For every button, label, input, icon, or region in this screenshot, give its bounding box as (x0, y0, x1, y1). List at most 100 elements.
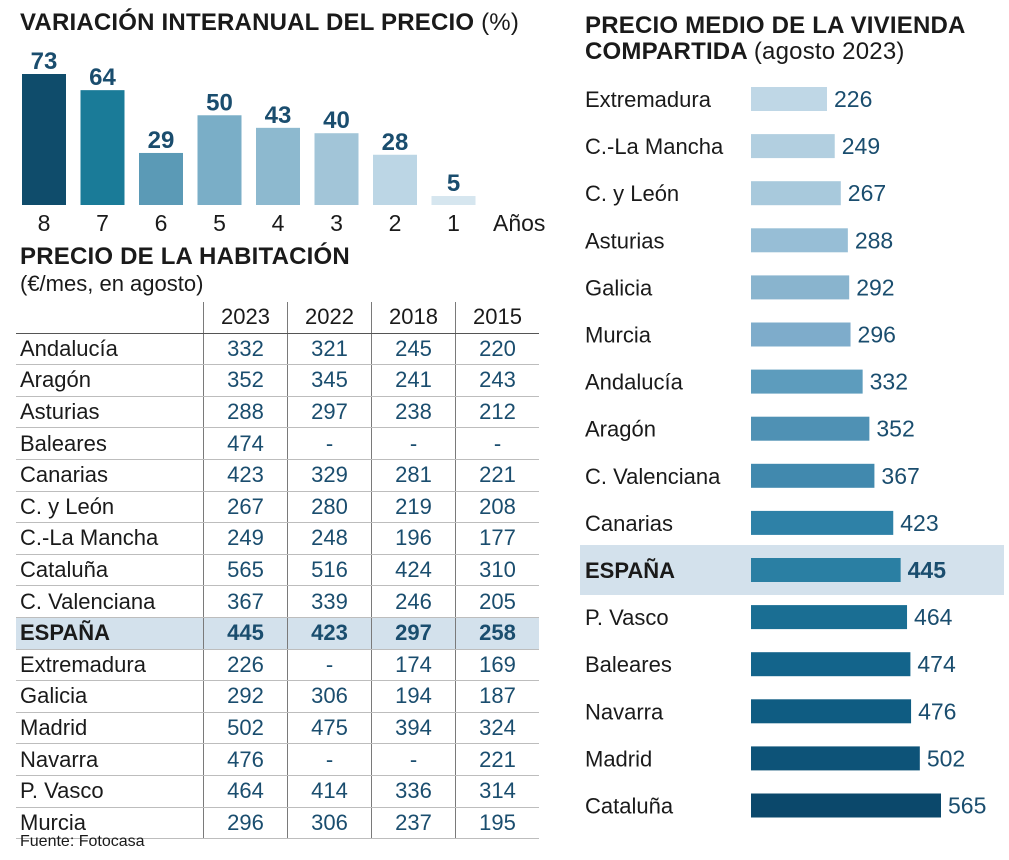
table-cell-value: 221 (455, 459, 539, 492)
table-row-highlight: ESPAÑA 445 423 297 258 (16, 617, 539, 650)
compartida-category-label: C. Valenciana (585, 464, 721, 489)
table-cell-value: 297 (371, 617, 456, 650)
interanual-bar (197, 115, 242, 205)
compartida-value-label: 445 (908, 557, 947, 583)
habitacion-subtitle: (€/mes, en agosto) (20, 271, 204, 296)
table-cell-value: 195 (455, 807, 539, 840)
table-cell-value: 445 (203, 617, 288, 650)
compartida-bar (751, 134, 835, 159)
compartida-value-label: 226 (834, 86, 872, 112)
interanual-title: VARIACIÓN INTERANUAL DEL PRECIO (%) (20, 10, 519, 36)
table-cell-value: 310 (455, 554, 539, 587)
compartida-bar (751, 605, 908, 630)
interanual-value-label: 73 (31, 48, 58, 75)
table-cell-value: 516 (287, 554, 372, 587)
compartida-category-label: ESPAÑA (585, 558, 675, 583)
table-cell-region: Baleares (16, 427, 204, 460)
compartida-value-label: 474 (917, 651, 956, 677)
compartida-value-label: 296 (858, 322, 896, 348)
interanual-value-label: 29 (148, 127, 175, 154)
interanual-bar (80, 90, 125, 205)
table-cell-value: 280 (287, 491, 372, 524)
table-cell-value: 212 (455, 396, 539, 429)
table-cell-value: 394 (371, 712, 456, 745)
table-cell-value: 196 (371, 522, 456, 555)
table-row: C. y León 267 280 219 208 (16, 491, 539, 524)
interanual-bar (431, 196, 476, 205)
compartida-bar (751, 652, 911, 677)
interanual-bar (373, 154, 417, 205)
table-cell-region: Madrid (16, 712, 204, 745)
table-cell-value: 226 (203, 649, 288, 682)
compartida-category-label: C. y León (585, 181, 679, 206)
compartida-category-label: Canarias (585, 511, 673, 536)
table-cell-value: - (287, 743, 372, 776)
interanual-category-label: 4 (272, 210, 285, 236)
table-header-year: 2015 (455, 302, 539, 334)
compartida-bar-chart: Extremadura 226 C.-La Mancha 249 C. y León 26… (580, 86, 1004, 819)
compartida-bar (751, 699, 912, 724)
interanual-value-label: 43 (265, 102, 292, 129)
interanual-axis-label: Años (493, 210, 545, 236)
compartida-category-label: Extremadura (585, 87, 712, 112)
table-cell-region: Murcia (16, 807, 204, 840)
table-cell-region: Andalucía (16, 333, 204, 366)
compartida-category-label: Navarra (585, 699, 664, 724)
table-row: Baleares 474- - - (16, 427, 539, 460)
interanual-unit: (%) (481, 9, 520, 36)
compartida-category-label: Galicia (585, 275, 653, 300)
table-cell-value: 345 (287, 364, 372, 397)
compartida-category-label: C.-La Mancha (585, 134, 724, 159)
table-cell-value: 281 (371, 459, 456, 492)
table-cell-region: Navarra (16, 743, 204, 776)
compartida-bar (751, 746, 920, 771)
table-cell-value: 321 (287, 333, 372, 366)
table-cell-value: - (287, 427, 372, 460)
table-cell-value: 306 (287, 807, 372, 840)
compartida-value-label: 288 (855, 227, 893, 253)
table-cell-region: Canarias (16, 459, 204, 492)
table-row: Aragón 352 345 241 243 (16, 364, 539, 397)
table-cell-value: 474 (203, 427, 288, 460)
table-cell-region: Cataluña (16, 554, 204, 587)
table-cell-value: 565 (203, 554, 288, 587)
table-cell-value: 174 (371, 649, 456, 682)
table-header-region (16, 302, 204, 334)
table-row: P. Vasco 464 414 336 314 (16, 775, 539, 808)
table-cell-value: 336 (371, 775, 456, 808)
table-header-year: 2023 (203, 302, 288, 334)
compartida-bar (751, 87, 827, 111)
compartida-category-label: Andalucía (585, 370, 684, 395)
compartida-category-label: Madrid (585, 746, 652, 771)
table-cell-value: 324 (455, 712, 539, 745)
table-cell-value: 423 (203, 459, 288, 492)
compartida-category-label: Baleares (585, 652, 672, 677)
interanual-title-text: VARIACIÓN INTERANUAL DEL PRECIO (20, 9, 475, 36)
compartida-value-label: 565 (948, 793, 986, 819)
table-header-year: 2022 (287, 302, 372, 334)
compartida-bar (751, 228, 848, 253)
compartida-bar (751, 793, 941, 818)
table-row: Canarias 423 329 281 221 (16, 459, 539, 492)
table-cell-value: 220 (455, 333, 539, 366)
table-cell-region: C. Valenciana (16, 585, 204, 618)
table-cell-region: C. y León (16, 491, 204, 524)
compartida-category-label: P. Vasco (585, 605, 669, 630)
compartida-bar (751, 416, 870, 441)
compartida-category-label: Aragón (585, 417, 656, 442)
compartida-value-label: 249 (842, 133, 880, 159)
table-row: C. Valenciana 367 339 246 205 (16, 585, 539, 618)
interanual-category-label: 5 (213, 210, 226, 236)
table-cell-region: Galicia (16, 680, 204, 713)
table-cell-value: 367 (203, 585, 288, 618)
table-header-row: 2023 2022 2018 2015 (16, 302, 539, 334)
table-cell-value: 205 (455, 585, 539, 618)
compartida-value-label: 367 (881, 463, 919, 489)
table-row: Andalucía 332 321 245 220 (16, 333, 539, 366)
compartida-value-label: 464 (914, 604, 953, 630)
interanual-category-label: 6 (155, 210, 168, 236)
table-cell-value: 414 (287, 775, 372, 808)
source-note: Fuente: Fotocasa (20, 833, 145, 850)
table-cell-value: 329 (287, 459, 372, 492)
table-cell-value: 296 (203, 807, 288, 840)
